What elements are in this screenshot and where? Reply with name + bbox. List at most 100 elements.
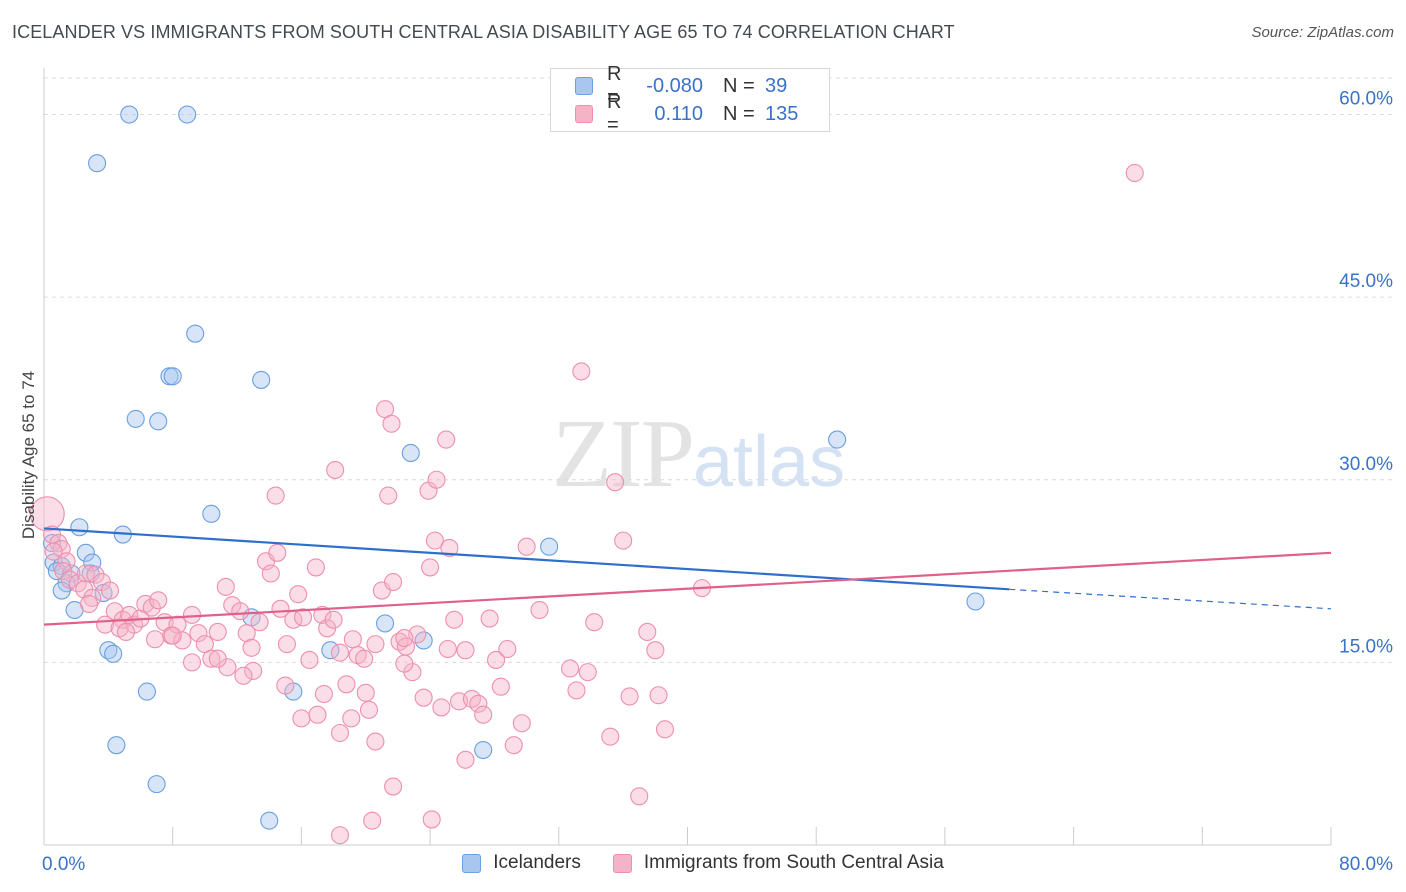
point-immigrants: [384, 777, 403, 796]
point-immigrants: [585, 613, 604, 632]
point-immigrants: [414, 688, 433, 707]
point-icelanders: [474, 740, 493, 760]
point-immigrants: [271, 599, 290, 618]
point-immigrants: [620, 687, 639, 706]
point-immigrants: [359, 700, 379, 719]
trend-line-icelanders-extension: [1009, 588, 1332, 610]
point-immigrants: [366, 732, 385, 751]
point-icelanders: [376, 614, 395, 633]
point-immigrants: [456, 750, 475, 769]
point-immigrants: [1125, 163, 1144, 183]
legend-n-label: N =: [723, 74, 755, 97]
point-immigrants: [601, 727, 620, 746]
point-immigrants: [337, 675, 356, 694]
x-tick-label-min: 0.0%: [42, 854, 85, 875]
point-icelanders: [126, 409, 145, 428]
point-immigrants: [308, 705, 327, 724]
point-icelanders: [186, 324, 205, 343]
point-icelanders: [104, 644, 123, 663]
point-immigrants: [578, 663, 597, 682]
data-points: [29, 105, 1144, 845]
point-immigrants: [231, 602, 250, 621]
point-immigrants: [330, 643, 350, 662]
point-immigrants: [498, 639, 517, 659]
point-immigrants: [572, 362, 591, 381]
point-immigrants: [142, 598, 161, 617]
point-immigrants: [250, 613, 269, 632]
legend-r-label: R =: [607, 91, 622, 136]
point-immigrants: [342, 709, 361, 728]
point-icelanders: [76, 543, 95, 562]
point-immigrants: [289, 585, 308, 604]
point-immigrants: [202, 649, 221, 668]
point-immigrants: [266, 486, 285, 505]
legend-r-label: R =: [607, 63, 622, 108]
legend-row-immigrants: R = 0.110 N = 135: [575, 91, 799, 136]
point-immigrants: [425, 531, 444, 550]
axes: [43, 68, 1332, 846]
point-immigrants: [469, 694, 488, 713]
point-immigrants: [244, 661, 263, 680]
point-icelanders: [47, 562, 66, 581]
point-immigrants: [561, 659, 580, 678]
y-tick-label: 60.0%: [1339, 89, 1393, 110]
point-immigrants: [76, 564, 95, 583]
legend-r-value: 0.110: [654, 102, 703, 125]
series-legend: Icelanders Immigrants from South Central…: [0, 852, 1406, 874]
axis-labels: 15.0% 30.0% 45.0% 60.0% 0.0% 80.0% Disability …: [19, 89, 1393, 875]
point-immigrants: [306, 558, 325, 577]
point-immigrants: [29, 496, 65, 532]
legend-row-icelanders: R = -0.080 N = 39: [575, 63, 787, 108]
watermark-atlas: atlas: [693, 422, 846, 502]
legend-swatch-immigrants: [612, 853, 632, 873]
point-immigrants: [276, 676, 295, 695]
legend-n-label: N =: [723, 102, 755, 125]
point-immigrants: [44, 542, 63, 561]
point-immigrants: [324, 610, 343, 629]
point-immigrants: [237, 624, 256, 643]
point-immigrants: [427, 470, 446, 489]
y-tick-label: 15.0%: [1339, 636, 1393, 657]
point-immigrants: [292, 709, 311, 728]
point-icelanders: [260, 811, 279, 830]
point-immigrants: [79, 594, 99, 613]
legend-label-icelanders: Icelanders: [493, 852, 581, 873]
point-immigrants: [437, 430, 456, 449]
point-immigrants: [649, 686, 668, 705]
point-immigrants: [208, 649, 227, 668]
point-immigrants: [384, 572, 403, 592]
point-immigrants: [440, 538, 459, 557]
point-immigrants: [363, 811, 382, 830]
point-immigrants: [646, 641, 665, 660]
point-immigrants: [366, 635, 385, 654]
y-tick-label: 30.0%: [1339, 454, 1393, 475]
point-immigrants: [208, 622, 227, 641]
x-tick-label-max: 80.0%: [1339, 854, 1393, 875]
point-immigrants: [395, 654, 414, 673]
legend-swatch-immigrants: [575, 105, 593, 123]
point-immigrants: [149, 591, 168, 610]
point-immigrants: [314, 684, 333, 704]
point-icelanders: [137, 682, 157, 701]
point-immigrants: [567, 681, 586, 700]
point-immigrants: [480, 609, 499, 628]
point-immigrants: [234, 666, 253, 685]
point-immigrants: [614, 531, 633, 550]
point-immigrants: [268, 543, 287, 562]
point-icelanders: [178, 105, 197, 124]
point-immigrants: [422, 810, 441, 829]
point-immigrants: [343, 630, 362, 649]
point-immigrants: [173, 631, 192, 650]
point-icelanders: [540, 537, 559, 556]
point-immigrants: [330, 826, 350, 845]
legend-n-value: 135: [765, 102, 799, 125]
correlation-legend: R = -0.080 N = 39 R = 0.110 N = 135: [550, 63, 830, 136]
point-immigrants: [300, 650, 319, 669]
point-immigrants: [116, 622, 136, 641]
point-icelanders: [88, 154, 107, 173]
source-label: Source: ZipAtlas.com: [1251, 24, 1394, 41]
point-icelanders: [149, 412, 168, 431]
point-icelanders: [828, 430, 847, 449]
legend-swatch-icelanders: [575, 77, 593, 95]
point-immigrants: [100, 581, 120, 600]
